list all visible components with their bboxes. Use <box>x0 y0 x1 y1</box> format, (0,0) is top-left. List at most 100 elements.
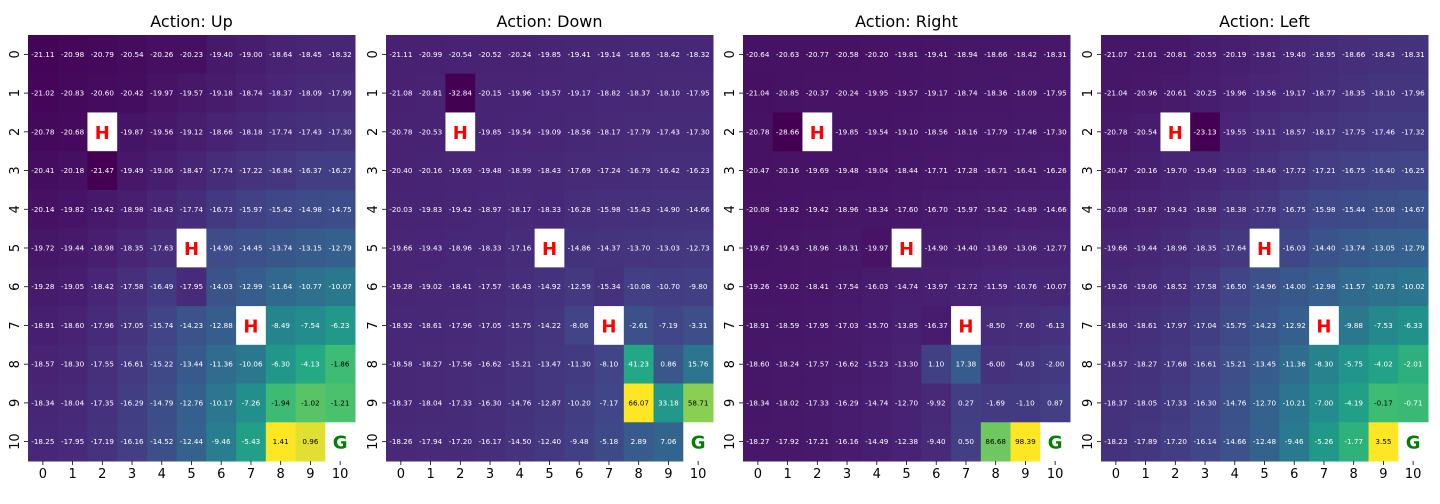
cell-value-label: -13.97 <box>925 282 948 291</box>
cell-value-label: -19.96 <box>508 89 532 98</box>
x-tick-label: 4 <box>873 467 881 482</box>
cell-value-label: -19.48 <box>478 166 502 175</box>
cell-value-label: -18.56 <box>568 127 592 136</box>
cell-value-label: -12.48 <box>1253 437 1277 446</box>
cell-value-label: -19.43 <box>776 244 799 253</box>
cell-value-label: -4.03 <box>1016 360 1035 369</box>
heatmap-cell <box>386 189 417 230</box>
heatmap-cell <box>1190 383 1221 423</box>
cell-value-label: -18.94 <box>954 50 978 59</box>
heatmap-cell <box>146 228 178 268</box>
heatmap-cell <box>1309 267 1340 307</box>
heatmap-cell <box>861 112 893 152</box>
cell-value-label: -17.99 <box>329 89 353 98</box>
cell-value-label: -17.03 <box>835 321 858 330</box>
heatmap-cell <box>1398 112 1429 152</box>
cell-value-label: -4.02 <box>1374 360 1393 369</box>
heatmap-cell <box>921 189 952 230</box>
cell-value-label: -17.95 <box>61 437 84 446</box>
heatmap-cell <box>176 112 207 152</box>
cell-value-label: -17.57 <box>806 360 829 369</box>
cell-value-label: -16.84 <box>269 166 293 175</box>
heatmap-cell <box>206 383 237 423</box>
cell-value-label: -18.56 <box>925 127 949 136</box>
heatmap-cell <box>951 73 982 113</box>
cell-value-label: -19.69 <box>806 166 830 175</box>
cell-value-label: -17.58 <box>1193 282 1217 291</box>
y-tick-label: 8 <box>8 360 23 368</box>
cell-value-label: -16.73 <box>210 205 233 214</box>
cell-value-label: -20.24 <box>508 50 532 59</box>
cell-value-label: -15.70 <box>865 321 889 330</box>
heatmap-cell <box>594 228 625 268</box>
cell-value-label: -21.07 <box>1104 50 1127 59</box>
cell-value-label: -10.06 <box>239 360 263 369</box>
cell-value-label: -17.96 <box>449 321 473 330</box>
heatmap-cell <box>1338 422 1370 462</box>
cell-value-label: -18.30 <box>61 360 85 369</box>
cell-value-label: 15.76 <box>688 360 709 369</box>
heatmap-cell <box>146 73 178 113</box>
heatmap-cell <box>861 383 893 423</box>
heatmap-cell <box>802 344 833 385</box>
heatmap-cell <box>1219 383 1251 423</box>
x-tick-label: 3 <box>486 467 494 482</box>
cell-value-label: -16.61 <box>120 360 143 369</box>
heatmap-cell <box>265 422 297 462</box>
heatmap-cell <box>146 267 178 307</box>
cell-value-label: -16.62 <box>835 360 858 369</box>
heatmap-cell <box>206 35 237 75</box>
heatmap-cell <box>1160 306 1191 346</box>
cell-value-label: -18.61 <box>1134 321 1157 330</box>
heatmap-cell <box>802 73 833 113</box>
cell-value-label: -20.40 <box>389 166 413 175</box>
cell-value-label: -15.98 <box>597 205 621 214</box>
cell-value-label: -19.87 <box>120 127 143 136</box>
x-tick-label: 10 <box>1405 467 1422 482</box>
cell-value-label: -17.63 <box>150 244 173 253</box>
cell-value-label: -12.70 <box>895 398 919 407</box>
cell-value-label: -17.71 <box>925 166 948 175</box>
cell-value-label: -18.27 <box>746 437 769 446</box>
cell-value-label: -19.02 <box>776 282 799 291</box>
heatmap-cell <box>1368 383 1399 423</box>
heatmap-cell <box>951 112 982 152</box>
heatmap-cell <box>594 306 625 346</box>
heatmap-cell <box>1249 344 1280 385</box>
cell-value-label: -13.30 <box>895 360 919 369</box>
cell-value-label: -14.76 <box>1223 398 1247 407</box>
heatmap-cell <box>1040 112 1071 152</box>
heatmap-cell <box>415 73 446 113</box>
x-tick-label: 5 <box>1260 467 1268 482</box>
heatmap-cell <box>325 73 356 113</box>
heatmap-cell <box>802 383 833 423</box>
y-tick-label: 10 <box>723 433 738 450</box>
cell-value-label: -18.27 <box>1134 360 1157 369</box>
heatmap-cell <box>594 267 625 307</box>
heatmap-cell <box>415 189 446 230</box>
cell-value-label: -17.20 <box>449 437 473 446</box>
heatmap-cell <box>87 383 118 423</box>
cell-value-label: -1.86 <box>331 360 350 369</box>
y-tick-label: 2 <box>1081 128 1096 136</box>
cell-value-label: -14.67 <box>1402 205 1425 214</box>
heatmap-cell <box>980 344 1012 385</box>
heatmap-cell <box>176 151 207 191</box>
cell-value-label: 66.07 <box>628 398 649 407</box>
cell-value-label: -13.45 <box>1253 360 1276 369</box>
heatmap-cell <box>1160 112 1191 152</box>
cell-value-label: -19.82 <box>776 205 799 214</box>
cell-value-label: -15.42 <box>984 205 1007 214</box>
cell-value-label: -18.42 <box>657 50 680 59</box>
heatmap-cell <box>1368 228 1399 268</box>
cell-value-label: -4.19 <box>1344 398 1363 407</box>
cell-value-label: -11.57 <box>1342 282 1365 291</box>
cell-value-label: -17.21 <box>806 437 829 446</box>
cell-value-label: -18.17 <box>597 127 620 136</box>
y-tick-label: 7 <box>1081 321 1096 329</box>
heatmap-cell <box>236 383 267 423</box>
heatmap-cell <box>802 228 833 268</box>
heatmap-cell <box>623 112 655 152</box>
heatmap-cell <box>87 267 118 307</box>
heatmap-cell <box>564 189 595 230</box>
